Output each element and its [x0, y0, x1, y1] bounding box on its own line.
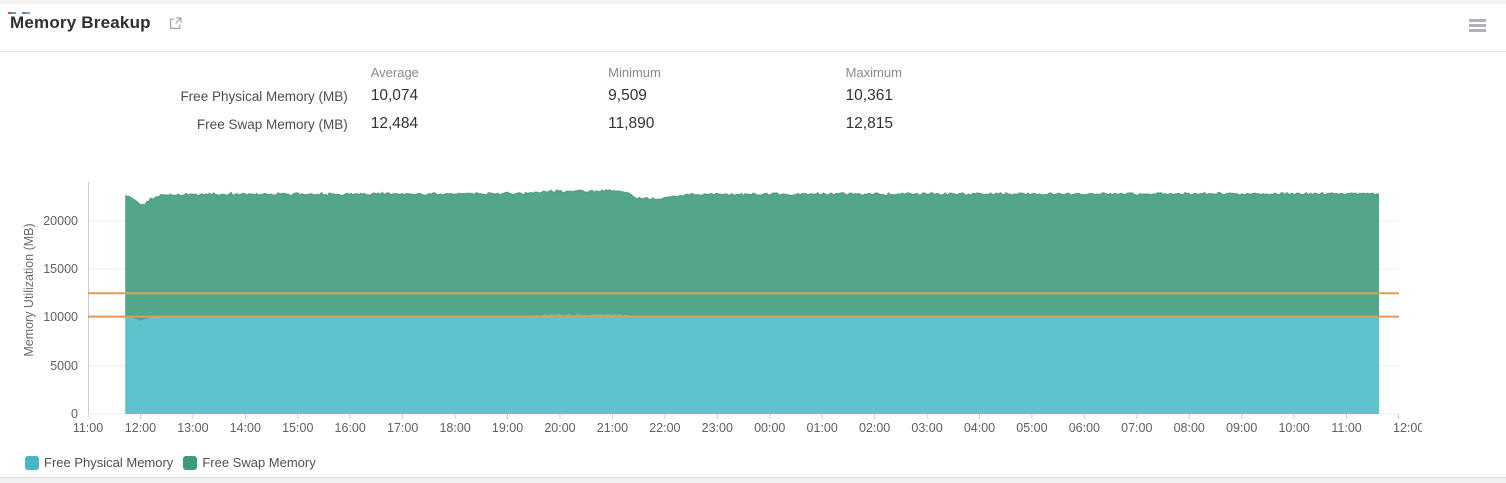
artifact-dash	[8, 12, 12, 14]
x-axis-label: 07:00	[1121, 421, 1153, 435]
table-row: Free Swap Memory (MB) 12,484 11,890 12,8…	[0, 110, 1060, 138]
x-axis-label: 19:00	[491, 421, 524, 435]
table-row: Free Physical Memory (MB) 10,074 9,509 1…	[0, 82, 1060, 110]
x-axis-label: 02:00	[858, 421, 891, 435]
x-axis-label: 22:00	[649, 421, 681, 435]
area-free-swap-memory	[125, 189, 1380, 321]
cell-minimum: 9,509	[608, 87, 647, 104]
y-axis-label: 10000	[43, 310, 78, 325]
cell-average: 10,074	[370, 87, 419, 104]
x-axis-label: 21:00	[596, 421, 629, 435]
x-axis-label: 00:00	[754, 421, 786, 435]
column-header-maximum: Maximum	[845, 64, 902, 80]
external-link-icon[interactable]	[169, 17, 182, 30]
x-axis-label: 16:00	[334, 421, 366, 435]
x-axis-label: 11:00	[1331, 421, 1362, 435]
y-axis-label: 0	[71, 407, 78, 421]
legend-label: Free Swap Memory	[202, 455, 316, 470]
artifact-dash	[26, 12, 30, 14]
x-axis-label: 09:00	[1226, 421, 1258, 435]
x-axis-label: 01:00	[806, 421, 838, 435]
y-axis-label: 5000	[50, 358, 78, 373]
row-label: Free Swap Memory (MB)	[196, 116, 348, 132]
x-axis-label: 08:00	[1173, 421, 1205, 435]
legend-item[interactable]: Free Physical Memory	[25, 455, 173, 470]
x-axis-label: 11:00	[72, 421, 104, 435]
x-axis-label: 15:00	[282, 421, 314, 435]
x-axis-label: 23:00	[701, 421, 733, 435]
x-axis-label: 06:00	[1068, 421, 1100, 435]
artifact-dash	[22, 12, 26, 14]
header-divider	[0, 51, 1506, 52]
page-title: Memory Breakup	[10, 13, 151, 32]
x-axis-label: 17:00	[386, 421, 419, 435]
artifact-dash	[12, 12, 16, 14]
x-axis-label: 12:00	[1393, 421, 1422, 435]
legend-label: Free Physical Memory	[44, 455, 174, 470]
x-axis-label: 03:00	[911, 421, 943, 435]
x-axis-label: 05:00	[1016, 421, 1048, 435]
legend-swatch	[25, 455, 39, 470]
row-label: Free Physical Memory (MB)	[180, 88, 348, 104]
area-top-edge	[124, 189, 1380, 206]
chart-plot-area[interactable]	[88, 182, 1399, 420]
x-axis-label: 13:00	[177, 421, 209, 435]
y-axis-label: 20000	[43, 213, 78, 228]
page-top-strip	[0, 0, 1506, 4]
chart-legend: Free Physical Memory Free Swap Memory	[25, 455, 326, 470]
area-free-physical-memory	[125, 314, 1380, 414]
x-axis-label: 12:00	[124, 421, 157, 435]
cell-minimum: 11,890	[608, 115, 655, 132]
x-axis-label: 18:00	[439, 421, 471, 435]
x-axis-label: 10:00	[1278, 421, 1310, 435]
legend-swatch	[183, 455, 198, 470]
chart-context-menu-icon[interactable]	[1469, 19, 1487, 32]
page-bottom-strip	[0, 477, 1506, 483]
y-axis-label: 15000	[43, 262, 78, 276]
legend-item[interactable]: Free Swap Memory	[183, 455, 316, 470]
cell-average: 12,484	[370, 115, 419, 132]
x-axis-label: 04:00	[963, 421, 996, 435]
cell-maximum: 12,815	[845, 115, 893, 132]
column-header-average: Average	[370, 64, 419, 80]
cell-maximum: 10,361	[845, 87, 893, 104]
y-axis-title: Memory Utilization (MB)	[22, 223, 36, 357]
x-axis-label: 14:00	[229, 421, 261, 435]
stats-header-row: Average Minimum Maximum	[0, 62, 1060, 82]
column-header-minimum: Minimum	[608, 64, 661, 80]
x-axis-label: 20:00	[544, 421, 576, 435]
stats-table: Average Minimum Maximum Free Physical Me…	[0, 62, 1060, 138]
